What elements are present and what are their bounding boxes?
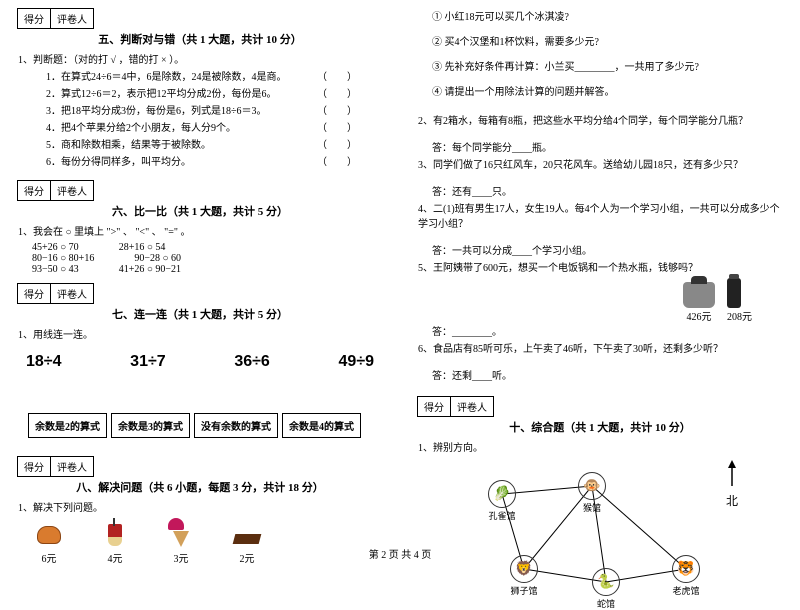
q8-p2: 2、有2箱水，每箱有8瓶，把这些水平均分给4个同学，每个同学能分几瓶？ [418,114,782,129]
map-node-kongque: 🥬孔雀馆 [488,480,516,522]
q8-p5-answer: 答：________。 [418,325,782,340]
appliance-row: 426元 208元 [418,278,752,323]
q8-p5: 5、王阿姨带了600元，想买一个电饭锅和一个热水瓶，钱够吗？ [418,261,782,276]
q8-sub-4: ④ 请提出一个用除法计算的问题并解答。 [418,85,782,100]
chocolate-icon [233,534,262,544]
grader-label: 评卷人 [50,8,94,29]
q5-item-4: 4．把4个苹果分给2个小朋友，每人分9个。（ ） [18,121,382,136]
score-box-5: 得分 评卷人 [18,8,382,29]
burger-icon [37,526,61,544]
map-node-she: 🐍蛇馆 [592,568,620,610]
expr-1: 18÷4 [26,353,61,371]
q6-row-2: 80−16 ○ 80+1690−28 ○ 60 [32,253,382,264]
score-box-6: 得分 评卷人 [18,180,382,201]
box-remainder-2: 余数是2的算式 [28,413,107,438]
q7-stem: 1、用线连一连。 [18,328,382,343]
section-8-title: 八、解决问题（共 6 小题，每题 3 分，共计 18 分） [18,479,382,495]
q5-item-2: 2．算式12÷6＝2，表示把12平均分成2份，每份是6。（ ） [18,87,382,102]
q6-row-1: 45+26 ○ 7028+16 ○ 54 [32,242,382,253]
q8-p4: 4、二(1)班有男生17人，女生19人。每4个人为一个学习小组，一共可以分成多少… [418,202,782,232]
q8-p3: 3、同学们做了16只红风车，20只花风车。送给幼儿园18只，还有多少只？ [418,158,782,173]
q8-p3-answer: 答：还有____只。 [418,185,782,200]
q5-stem: 1、判断题：（对的打 √ ，错的打 × ）。 [18,53,382,68]
box-no-remainder: 没有余数的算式 [194,413,278,438]
q8-p6-answer: 答：还剩____听。 [418,369,782,384]
q7-expressions: 18÷4 31÷7 36÷6 49÷9 [26,353,374,371]
q8-stem: 1、解决下列问题。 [18,501,382,516]
q8-p2-answer: 答：每个同学能分____瓶。 [418,141,782,156]
page-footer: 第 2 页 共 4 页 [0,546,800,561]
thermos: 208元 [727,278,752,323]
q8-sub-2: ② 买4个汉堡和1杯饮料，需要多少元? [418,35,782,50]
map-node-laohu: 🐯老虎馆 [672,555,700,597]
box-remainder-3: 余数是3的算式 [111,413,190,438]
q8-sub-1: ① 小红18元可以买几个冰淇凌? [418,10,782,25]
q5-item-1: 1．在算式24÷6＝4中，6是除数，24是被除数，4是商。（ ） [18,70,382,85]
q8-sub-3: ③ 先补充好条件再计算：小兰买________，一共用了多少元? [418,60,782,75]
cooker-icon [683,282,715,308]
score-box-8: 得分 评卷人 [18,456,382,477]
section-6-title: 六、比一比（共 1 大题，共计 5 分） [18,203,382,219]
q8-p4-answer: 答：一共可以分成____个学习小组。 [418,244,782,259]
expr-4: 49÷9 [339,353,374,371]
box-remainder-4: 余数是4的算式 [282,413,361,438]
q5-item-6: 6．每份分得同样多，叫平均分。（ ） [18,155,382,170]
drink-icon [108,524,122,546]
map-node-hou: 🐵猴馆 [578,472,606,514]
map-node-shizi: 🦁狮子馆 [510,555,538,597]
q5-item-3: 3．把18平均分成3份，每份是6，列式是18÷6＝3。（ ） [18,104,382,119]
q8-p6: 6、食品店有85听可乐，上午卖了46听，下午卖了30听，还剩多少听？ [418,342,782,357]
thermos-icon [727,278,741,308]
score-label: 得分 [17,8,51,29]
expr-3: 36÷6 [234,353,269,371]
expr-2: 31÷7 [130,353,165,371]
q10-stem: 1、辨别方向。 [418,441,782,456]
q6-stem: 1、我会在 ○ 里填上 ">" 、 "<" 、 "=" 。 [18,225,382,240]
direction-map: 北 🥬孔雀馆🐵猴馆🦁狮子馆🐍蛇馆🐯老虎馆 [460,460,740,610]
icecream-icon [168,518,184,530]
section-5-title: 五、判断对与错（共 1 大题，共计 10 分） [18,31,382,47]
q7-boxes: 余数是2的算式 余数是3的算式 没有余数的算式 余数是4的算式 [28,413,382,438]
score-box-7: 得分 评卷人 [18,283,382,304]
q6-row-3: 93−50 ○ 4341+26 ○ 90−21 [32,264,382,275]
rice-cooker: 426元 [683,282,715,323]
section-7-title: 七、连一连（共 1 大题，共计 5 分） [18,306,382,322]
score-box-10: 得分 评卷人 [418,396,782,417]
section-10-title: 十、综合题（共 1 大题，共计 10 分） [418,419,782,435]
q5-item-5: 5．商和除数相乘，结果等于被除数。（ ） [18,138,382,153]
